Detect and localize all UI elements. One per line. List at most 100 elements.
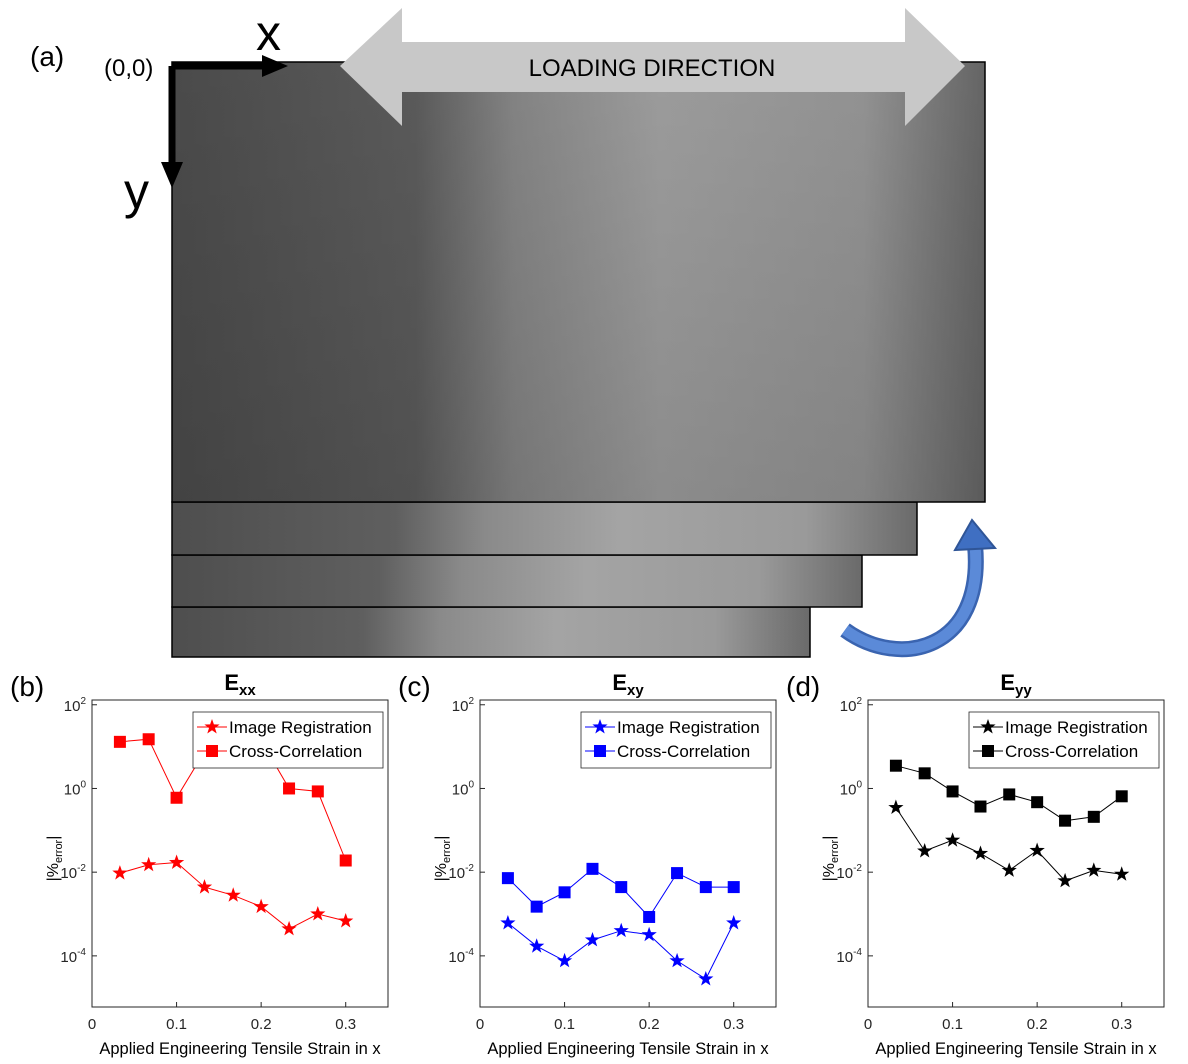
marker-star — [204, 719, 220, 734]
marker-star — [726, 915, 742, 930]
marker-star — [169, 854, 185, 869]
marker-square — [946, 785, 959, 798]
arrow-head — [953, 518, 998, 552]
x-axis-label: Applied Engineering Tensile Strain in x — [487, 1040, 769, 1058]
marker-square — [530, 900, 543, 913]
title-main: E — [612, 670, 627, 695]
marker-star — [338, 913, 354, 928]
x-tick-label: 0 — [476, 1016, 484, 1033]
tick-base: 10 — [448, 949, 465, 966]
marker-square — [283, 782, 296, 795]
x-axis-label: Applied Engineering Tensile Strain in x — [875, 1040, 1157, 1058]
tick-base: 10 — [452, 698, 469, 715]
marker-star — [613, 922, 629, 938]
x-axis-label: Applied Engineering Tensile Strain in x — [99, 1040, 381, 1058]
marker-star — [112, 865, 128, 880]
marker-square — [974, 800, 987, 813]
ylabel-main: |% — [45, 863, 62, 881]
marker-star — [1057, 872, 1073, 888]
marker-star — [310, 906, 326, 921]
arrow-head — [262, 55, 288, 77]
marker-square — [643, 910, 656, 923]
title-sub: xx — [239, 682, 256, 699]
image-strip — [171, 501, 918, 556]
tick-base: 10 — [64, 698, 81, 715]
marker-square — [586, 862, 599, 875]
marker-square — [727, 881, 740, 894]
ylabel-main: |% — [433, 863, 450, 881]
marker-square — [594, 745, 606, 757]
tick-exp: -4 — [853, 947, 862, 958]
tick-exp: 0 — [468, 779, 474, 790]
legend-label: Cross-Correlation — [1005, 742, 1138, 761]
x-label: x — [256, 5, 281, 61]
y-tick-label: 10-4 — [836, 947, 862, 966]
chart-title: Eyy — [1000, 670, 1032, 699]
tick-base: 10 — [448, 865, 465, 882]
marker-square — [206, 745, 218, 757]
title-sub: yy — [1015, 682, 1032, 699]
marker-square — [142, 733, 155, 746]
tick-exp: 2 — [80, 696, 86, 707]
image-strip — [171, 554, 863, 608]
marker-star — [225, 887, 241, 902]
marker-square — [558, 886, 571, 899]
marker-star — [500, 915, 516, 930]
legend-box — [192, 711, 384, 769]
marker-square — [889, 759, 902, 772]
marker-square — [170, 791, 183, 804]
tick-base: 10 — [840, 698, 857, 715]
micrograph-shade — [172, 62, 985, 502]
ylabel-main: |% — [821, 863, 838, 881]
y-tick-label: 10-2 — [60, 863, 86, 882]
y-tick-label: 10-4 — [60, 947, 86, 966]
y-tick-label: 100 — [64, 779, 87, 798]
panel-label: (b) — [10, 671, 44, 702]
tick-exp: 2 — [468, 696, 474, 707]
panel-label: (a) — [30, 41, 64, 72]
marker-star — [281, 920, 297, 936]
marker-square — [615, 881, 628, 894]
legend-box — [580, 711, 772, 769]
x-tick-label: 0 — [864, 1016, 872, 1033]
tick-base: 10 — [836, 949, 853, 966]
legend-label: Cross-Correlation — [229, 742, 362, 761]
legend-label: Cross-Correlation — [617, 742, 750, 761]
marker-star — [1086, 862, 1102, 877]
tick-exp: -2 — [853, 863, 862, 874]
marker-star — [584, 932, 601, 947]
y-tick-label: 10-2 — [448, 863, 474, 882]
x-tick-label: 0.1 — [942, 1016, 963, 1033]
tick-base: 10 — [60, 865, 77, 882]
y-tick-label: 100 — [452, 779, 475, 798]
y-tick-label: 10-2 — [836, 863, 862, 882]
marker-star — [1001, 862, 1017, 877]
legend-label: Image Registration — [1005, 718, 1148, 737]
title-main: E — [1000, 670, 1015, 695]
y-axis-label: |%error| — [821, 836, 841, 882]
marker-star — [196, 879, 213, 894]
tick-exp: 0 — [80, 779, 86, 790]
x-tick-label: 0 — [88, 1016, 96, 1033]
title-main: E — [224, 670, 239, 695]
x-tick-label: 0.1 — [166, 1016, 187, 1033]
marker-square — [918, 767, 931, 780]
marker-star — [980, 719, 996, 734]
tick-exp: -2 — [77, 863, 86, 874]
marker-square — [339, 854, 352, 867]
x-tick-label: 0.2 — [1027, 1016, 1048, 1033]
marker-square — [1115, 790, 1128, 803]
loading-arrow — [340, 8, 965, 126]
image-strip — [171, 606, 811, 658]
marker-square — [311, 785, 324, 798]
origin-label: (0,0) — [104, 55, 153, 82]
ylabel-end: | — [45, 836, 62, 840]
y-axis-label: |%error| — [433, 836, 453, 882]
marker-square — [1059, 814, 1072, 827]
y-tick-label: 102 — [452, 696, 475, 715]
marker-star — [557, 952, 573, 968]
tick-base: 10 — [452, 781, 469, 798]
marker-star — [917, 843, 933, 858]
marker-star — [641, 926, 657, 942]
